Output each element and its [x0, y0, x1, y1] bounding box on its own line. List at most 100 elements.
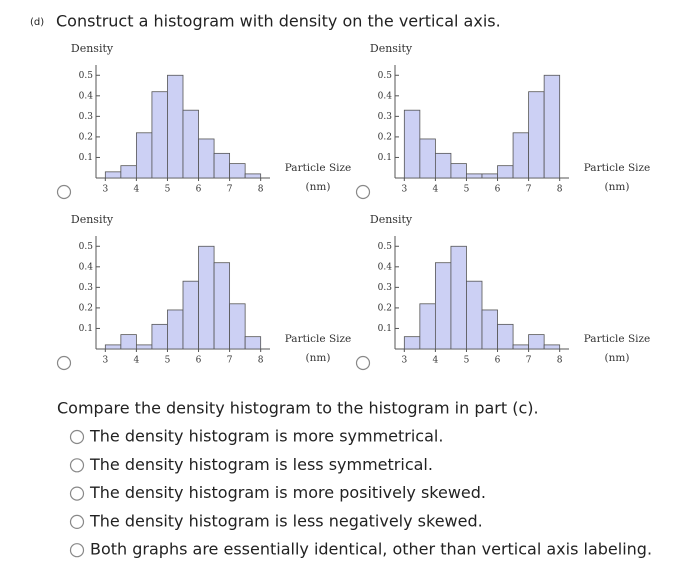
radio-button[interactable]: [69, 458, 85, 473]
x-tick-label: 8: [258, 185, 264, 195]
x-tick-label: 5: [464, 356, 470, 366]
radio-button[interactable]: [69, 486, 85, 501]
y-axis-label: Density: [370, 42, 413, 55]
radio-button[interactable]: [69, 514, 85, 530]
bar: [543, 344, 561, 350]
y-tick-label: 0.1: [79, 324, 93, 334]
x-tick-label: 6: [196, 185, 202, 195]
radio-button[interactable]: [69, 543, 85, 558]
x-tick-label: 5: [165, 185, 171, 195]
x-axis-label: (nm): [306, 181, 331, 193]
bar: [167, 309, 184, 350]
bar: [466, 173, 483, 179]
bar: [213, 262, 231, 350]
bar: [497, 323, 514, 350]
option-label: The density histogram is more positively…: [89, 483, 486, 502]
bar: [182, 109, 199, 179]
prompt: Compare the density histogram to the his…: [57, 399, 539, 418]
y-tick-label: 0.2: [79, 132, 93, 142]
x-tick-label: 6: [495, 356, 501, 366]
radio-button[interactable]: [69, 429, 85, 445]
bar: [151, 323, 168, 350]
y-tick-label: 0.5: [79, 71, 94, 81]
y-tick-label: 0.2: [378, 303, 392, 313]
x-axis-label: (nm): [306, 352, 331, 364]
x-tick-label: 4: [433, 356, 439, 366]
x-axis-label: Particle Size: [584, 162, 651, 174]
bar: [151, 91, 168, 179]
y-tick-label: 0.1: [378, 324, 392, 334]
bar: [450, 245, 467, 350]
y-tick-label: 0.4: [79, 91, 94, 101]
y-tick-label: 0.5: [378, 242, 393, 252]
bar: [244, 173, 262, 179]
bar: [403, 109, 421, 179]
x-axis-label: (nm): [605, 352, 630, 364]
x-tick-label: 7: [227, 356, 233, 366]
option-label: Both graphs are essentially identical, o…: [90, 540, 652, 559]
radio-button[interactable]: [355, 355, 371, 371]
x-tick-label: 3: [102, 356, 108, 366]
y-tick-label: 0.4: [378, 91, 393, 101]
bar: [135, 132, 153, 179]
x-tick-label: 8: [258, 356, 264, 366]
x-tick-label: 4: [134, 356, 140, 366]
radio-button[interactable]: [56, 355, 72, 371]
bar: [120, 334, 137, 350]
x-tick-label: 7: [526, 356, 532, 366]
y-tick-label: 0.3: [378, 112, 393, 122]
bar: [481, 173, 498, 179]
radio-button[interactable]: [56, 184, 72, 200]
bar: [543, 74, 561, 179]
y-tick-label: 0.2: [79, 303, 93, 313]
y-tick-label: 0.2: [378, 132, 392, 142]
bar: [434, 152, 452, 179]
bar: [528, 91, 545, 179]
x-axis-label: Particle Size: [584, 333, 651, 345]
y-axis-label: Density: [71, 42, 114, 55]
x-tick-label: 4: [134, 185, 140, 195]
bar: [135, 344, 153, 350]
x-tick-label: 7: [227, 185, 233, 195]
x-tick-label: 3: [401, 356, 407, 366]
question-title: Construct a histogram with density on th…: [56, 12, 501, 31]
y-tick-label: 0.5: [378, 71, 393, 81]
option-label: The density histogram is less symmetrica…: [89, 455, 433, 474]
bar: [229, 303, 246, 350]
y-axis-label: Density: [370, 213, 413, 226]
bar: [244, 336, 262, 350]
bar: [481, 309, 498, 350]
bar: [229, 163, 246, 179]
x-tick-label: 5: [464, 185, 470, 195]
x-tick-label: 6: [495, 185, 501, 195]
y-axis-label: Density: [71, 213, 114, 226]
bar: [213, 152, 231, 179]
radio-button[interactable]: [355, 184, 371, 200]
x-axis-label: Particle Size: [285, 333, 352, 345]
x-tick-label: 8: [557, 356, 563, 366]
x-axis-label: Particle Size: [285, 162, 352, 174]
y-tick-label: 0.1: [378, 153, 392, 163]
y-tick-label: 0.3: [79, 112, 94, 122]
y-tick-label: 0.3: [79, 283, 94, 293]
bar: [104, 344, 122, 350]
y-tick-label: 0.4: [378, 262, 393, 272]
bar: [167, 74, 184, 179]
bar: [419, 138, 436, 179]
y-tick-label: 0.4: [79, 262, 94, 272]
x-tick-label: 3: [102, 185, 108, 195]
option-label: The density histogram is less negatively…: [89, 511, 483, 530]
y-tick-label: 0.1: [79, 153, 93, 163]
bar: [120, 165, 137, 179]
option-label: The density histogram is more symmetrica…: [89, 427, 443, 446]
bar: [466, 280, 483, 350]
bar: [419, 303, 436, 350]
x-axis-label: (nm): [605, 181, 630, 193]
bar: [450, 163, 467, 179]
x-tick-label: 7: [526, 185, 532, 195]
bar: [182, 280, 199, 350]
bar: [198, 245, 215, 350]
bar: [528, 334, 545, 350]
bar: [434, 262, 452, 350]
